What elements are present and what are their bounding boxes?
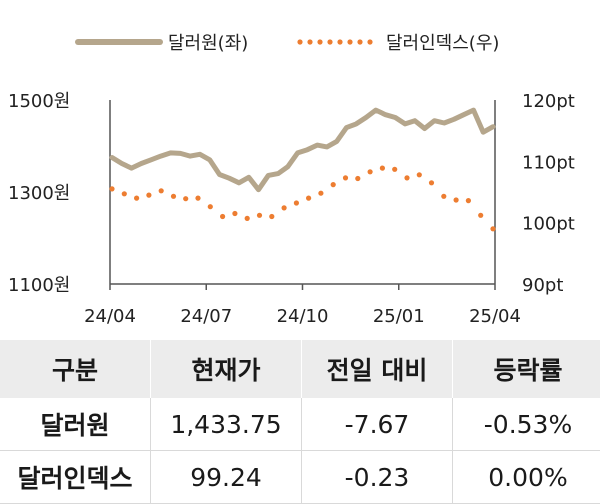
y-right-tick-label: 120pt [522, 91, 575, 112]
series-point-dollar-index [109, 186, 115, 192]
cell-change-rate: 0.00% [452, 450, 600, 504]
series-point-dollar-index [465, 198, 471, 204]
series-point-dollar-index [453, 197, 459, 203]
series-point-dollar-index [478, 212, 484, 218]
x-tick-label: 25/01 [373, 306, 425, 327]
y-left-tick-label: 1100원 [8, 275, 70, 296]
series-point-dollar-index [392, 166, 398, 172]
x-tick-label: 25/04 [469, 306, 521, 327]
series-point-dollar-index [232, 210, 238, 217]
series-point-dollar-index [134, 195, 140, 201]
legend-swatch-dollar-index-dot [307, 39, 313, 45]
y-right-tick-label: 90pt [522, 275, 563, 296]
series-point-dollar-index [306, 195, 312, 201]
series-point-dollar-index [183, 196, 189, 202]
series-point-dollar-index [207, 204, 213, 210]
table-row: 달러인덱스 99.24 -0.23 0.00% [0, 450, 600, 504]
table-header-row: 구분 현재가 전일 대비 등락률 [0, 340, 600, 398]
series-point-dollar-index [146, 192, 152, 198]
quote-table: 구분 현재가 전일 대비 등락률 달러원 1,433.75 -7.67 -0.5… [0, 340, 600, 504]
legend-swatch-dollar-index-dot [327, 39, 333, 45]
series-point-dollar-index [342, 175, 349, 181]
row-label-dollar-index: 달러인덱스 [0, 450, 151, 504]
series-point-dollar-index [195, 195, 201, 201]
x-tick-label: 24/10 [277, 306, 329, 327]
series-point-dollar-index [416, 172, 422, 178]
series-line-dollar-won [109, 107, 496, 193]
cell-change-rate: -0.53% [452, 398, 600, 451]
series-point-dollar-index [355, 175, 361, 182]
series-point-dollar-index [269, 213, 275, 220]
y-left-tick-label: 1300원 [8, 183, 70, 204]
legend-label-dollar-won: 달러원(좌) [168, 33, 248, 54]
series-point-dollar-index [293, 200, 299, 206]
series-point-dollar-index [281, 205, 287, 211]
row-label-dollar-won: 달러원 [0, 398, 151, 451]
legend-swatch-dollar-index-dot [317, 39, 323, 45]
y-right-tick-label: 100pt [522, 214, 575, 235]
series-point-dollar-index [220, 213, 226, 220]
header-change-rate: 등락률 [452, 340, 600, 398]
header-current-price: 현재가 [150, 340, 302, 398]
series-point-dollar-index [367, 169, 373, 175]
exchange-rate-chart: 1500원 1300원 1100원 120pt 110pt 100pt 90pt 24/04 2… [8, 33, 575, 327]
legend-swatch-dollar-index-dot [367, 39, 373, 45]
x-tick-label: 24/07 [180, 306, 232, 327]
series-point-dollar-index [158, 188, 164, 194]
legend-swatch-dollar-index-dot [357, 39, 363, 45]
legend-swatch-dollar-index-dot [347, 39, 353, 45]
legend-label-dollar-index: 달러인덱스(우) [386, 33, 499, 54]
y-left-tick-label: 1500원 [8, 91, 70, 112]
series-point-dollar-index [256, 212, 263, 218]
quote-table-container: 구분 현재가 전일 대비 등락률 달러원 1,433.75 -7.67 -0.5… [0, 340, 600, 504]
series-point-dollar-index [490, 226, 496, 232]
legend-swatch-dollar-index-dot [337, 39, 343, 45]
cell-current-price: 1,433.75 [150, 398, 302, 451]
y-right-tick-label: 110pt [522, 152, 575, 173]
cell-current-price: 99.24 [150, 450, 302, 504]
x-tick-label: 24/04 [84, 306, 136, 327]
series-point-dollar-index [121, 191, 127, 197]
chart-svg: 1500원 1300원 1100원 120pt 110pt 100pt 90pt 24/04 2… [8, 33, 575, 327]
series-point-dollar-index [441, 193, 447, 199]
series-point-dollar-index [330, 182, 336, 188]
cell-daily-change: -0.23 [301, 450, 453, 504]
series-point-dollar-index [379, 165, 385, 171]
series-point-dollar-index [318, 190, 324, 196]
cell-daily-change: -7.67 [301, 398, 453, 451]
series-point-dollar-index [428, 180, 435, 186]
legend-swatch-dollar-index-dot [297, 39, 303, 45]
series-point-dollar-index [244, 215, 250, 221]
header-daily-change: 전일 대비 [301, 340, 453, 398]
series-point-dollar-index [170, 193, 177, 199]
series-point-dollar-index [404, 175, 410, 181]
header-category: 구분 [0, 340, 151, 398]
table-row: 달러원 1,433.75 -7.67 -0.53% [0, 398, 600, 451]
